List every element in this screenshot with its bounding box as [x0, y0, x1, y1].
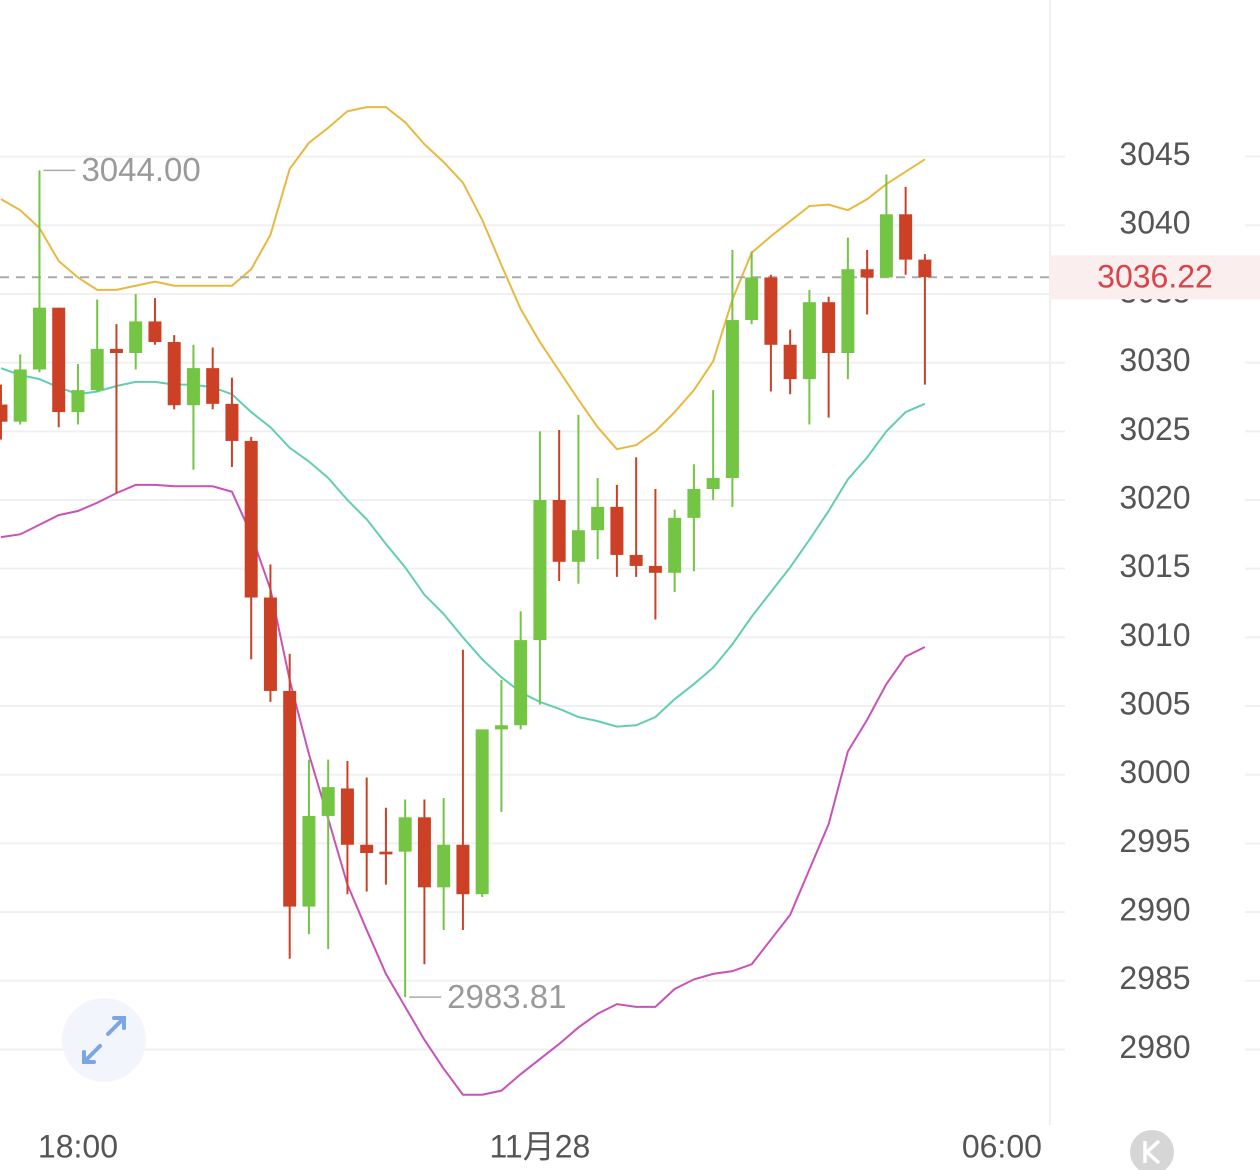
candle-body — [13, 369, 27, 422]
candle-body — [340, 788, 354, 845]
y-tick-label: 3020 — [1119, 479, 1190, 515]
candle-body — [379, 851, 393, 855]
y-tick-label: 3030 — [1119, 342, 1190, 378]
x-tick-label: 18:00 — [38, 1128, 118, 1164]
k-bg — [1130, 1130, 1174, 1170]
candle-body — [725, 320, 739, 479]
band-line — [0, 106, 926, 451]
candle-body — [0, 404, 8, 422]
candle-body — [899, 214, 913, 260]
candle-body — [167, 342, 181, 406]
expand-button[interactable] — [62, 998, 146, 1082]
candle-body — [32, 307, 46, 370]
candle-body — [610, 506, 624, 555]
x-tick-label: 06:00 — [962, 1128, 1042, 1164]
candle-body — [533, 500, 547, 641]
candle-body — [186, 368, 200, 406]
candle-body — [283, 690, 297, 907]
candle-body — [71, 390, 85, 413]
candle-body — [879, 214, 893, 278]
candle-body — [417, 817, 431, 888]
candle-body — [571, 530, 585, 562]
candle-body — [745, 277, 759, 321]
candle-body — [802, 302, 816, 380]
expand-bg — [62, 998, 146, 1082]
candle-body — [591, 506, 605, 531]
y-tick-label: 3025 — [1119, 411, 1190, 447]
k-button[interactable] — [1130, 1130, 1174, 1170]
x-tick-label: 11月28 — [490, 1128, 591, 1164]
candle-body — [648, 565, 662, 573]
band-line — [0, 483, 926, 1096]
candle-body — [918, 259, 932, 278]
candle-body — [668, 517, 682, 573]
y-tick-label: 3000 — [1119, 754, 1190, 790]
candle-body — [841, 269, 855, 354]
candle-body — [456, 844, 470, 895]
candle-body — [263, 597, 277, 691]
y-tick-label: 3010 — [1119, 617, 1190, 653]
candle-body — [321, 787, 335, 816]
y-tick-label: 2985 — [1119, 960, 1190, 996]
y-tick-label: 3015 — [1119, 548, 1190, 584]
candle-body — [764, 277, 778, 345]
candle-body — [109, 348, 123, 354]
candle-body — [90, 348, 104, 391]
candle-body — [783, 344, 797, 380]
last-price-bg — [1050, 255, 1260, 300]
candle-body — [860, 269, 874, 278]
k-icon — [1143, 1139, 1161, 1165]
plot: 2980 2985 2990 2995 3000 3005 3010 3015 3020 3025… — [0, 106, 1260, 1164]
candle-body — [552, 500, 566, 562]
candle-body — [129, 321, 143, 354]
candle-body — [148, 321, 162, 343]
y-tick-label: 3005 — [1119, 685, 1190, 721]
candle-body — [475, 729, 489, 895]
candle-body — [822, 302, 836, 354]
y-tick-label: 3045 — [1119, 136, 1190, 172]
y-tick-label: 2980 — [1119, 1029, 1190, 1065]
annotation-label: 3044.00 — [81, 151, 200, 188]
candle-body — [514, 640, 528, 726]
y-tick-label: 3040 — [1119, 205, 1190, 241]
y-tick-label: 2995 — [1119, 823, 1190, 859]
candle-body — [52, 307, 66, 413]
candle-body — [398, 817, 412, 852]
candle-body — [244, 440, 258, 598]
candle-body — [206, 368, 220, 404]
candle-body — [225, 403, 239, 441]
candle-body — [629, 554, 643, 566]
expand-icon — [82, 1016, 126, 1064]
band-line — [0, 367, 926, 728]
candle-body — [437, 844, 451, 888]
annotation-label: 2983.81 — [447, 978, 566, 1015]
candle-body — [687, 489, 701, 518]
candle-body — [494, 725, 508, 730]
last-price-label: 3036.22 — [1097, 259, 1213, 295]
y-tick-label: 2990 — [1119, 892, 1190, 928]
candle-body — [706, 478, 720, 490]
candle-body — [302, 815, 316, 907]
candle-body — [360, 844, 374, 854]
